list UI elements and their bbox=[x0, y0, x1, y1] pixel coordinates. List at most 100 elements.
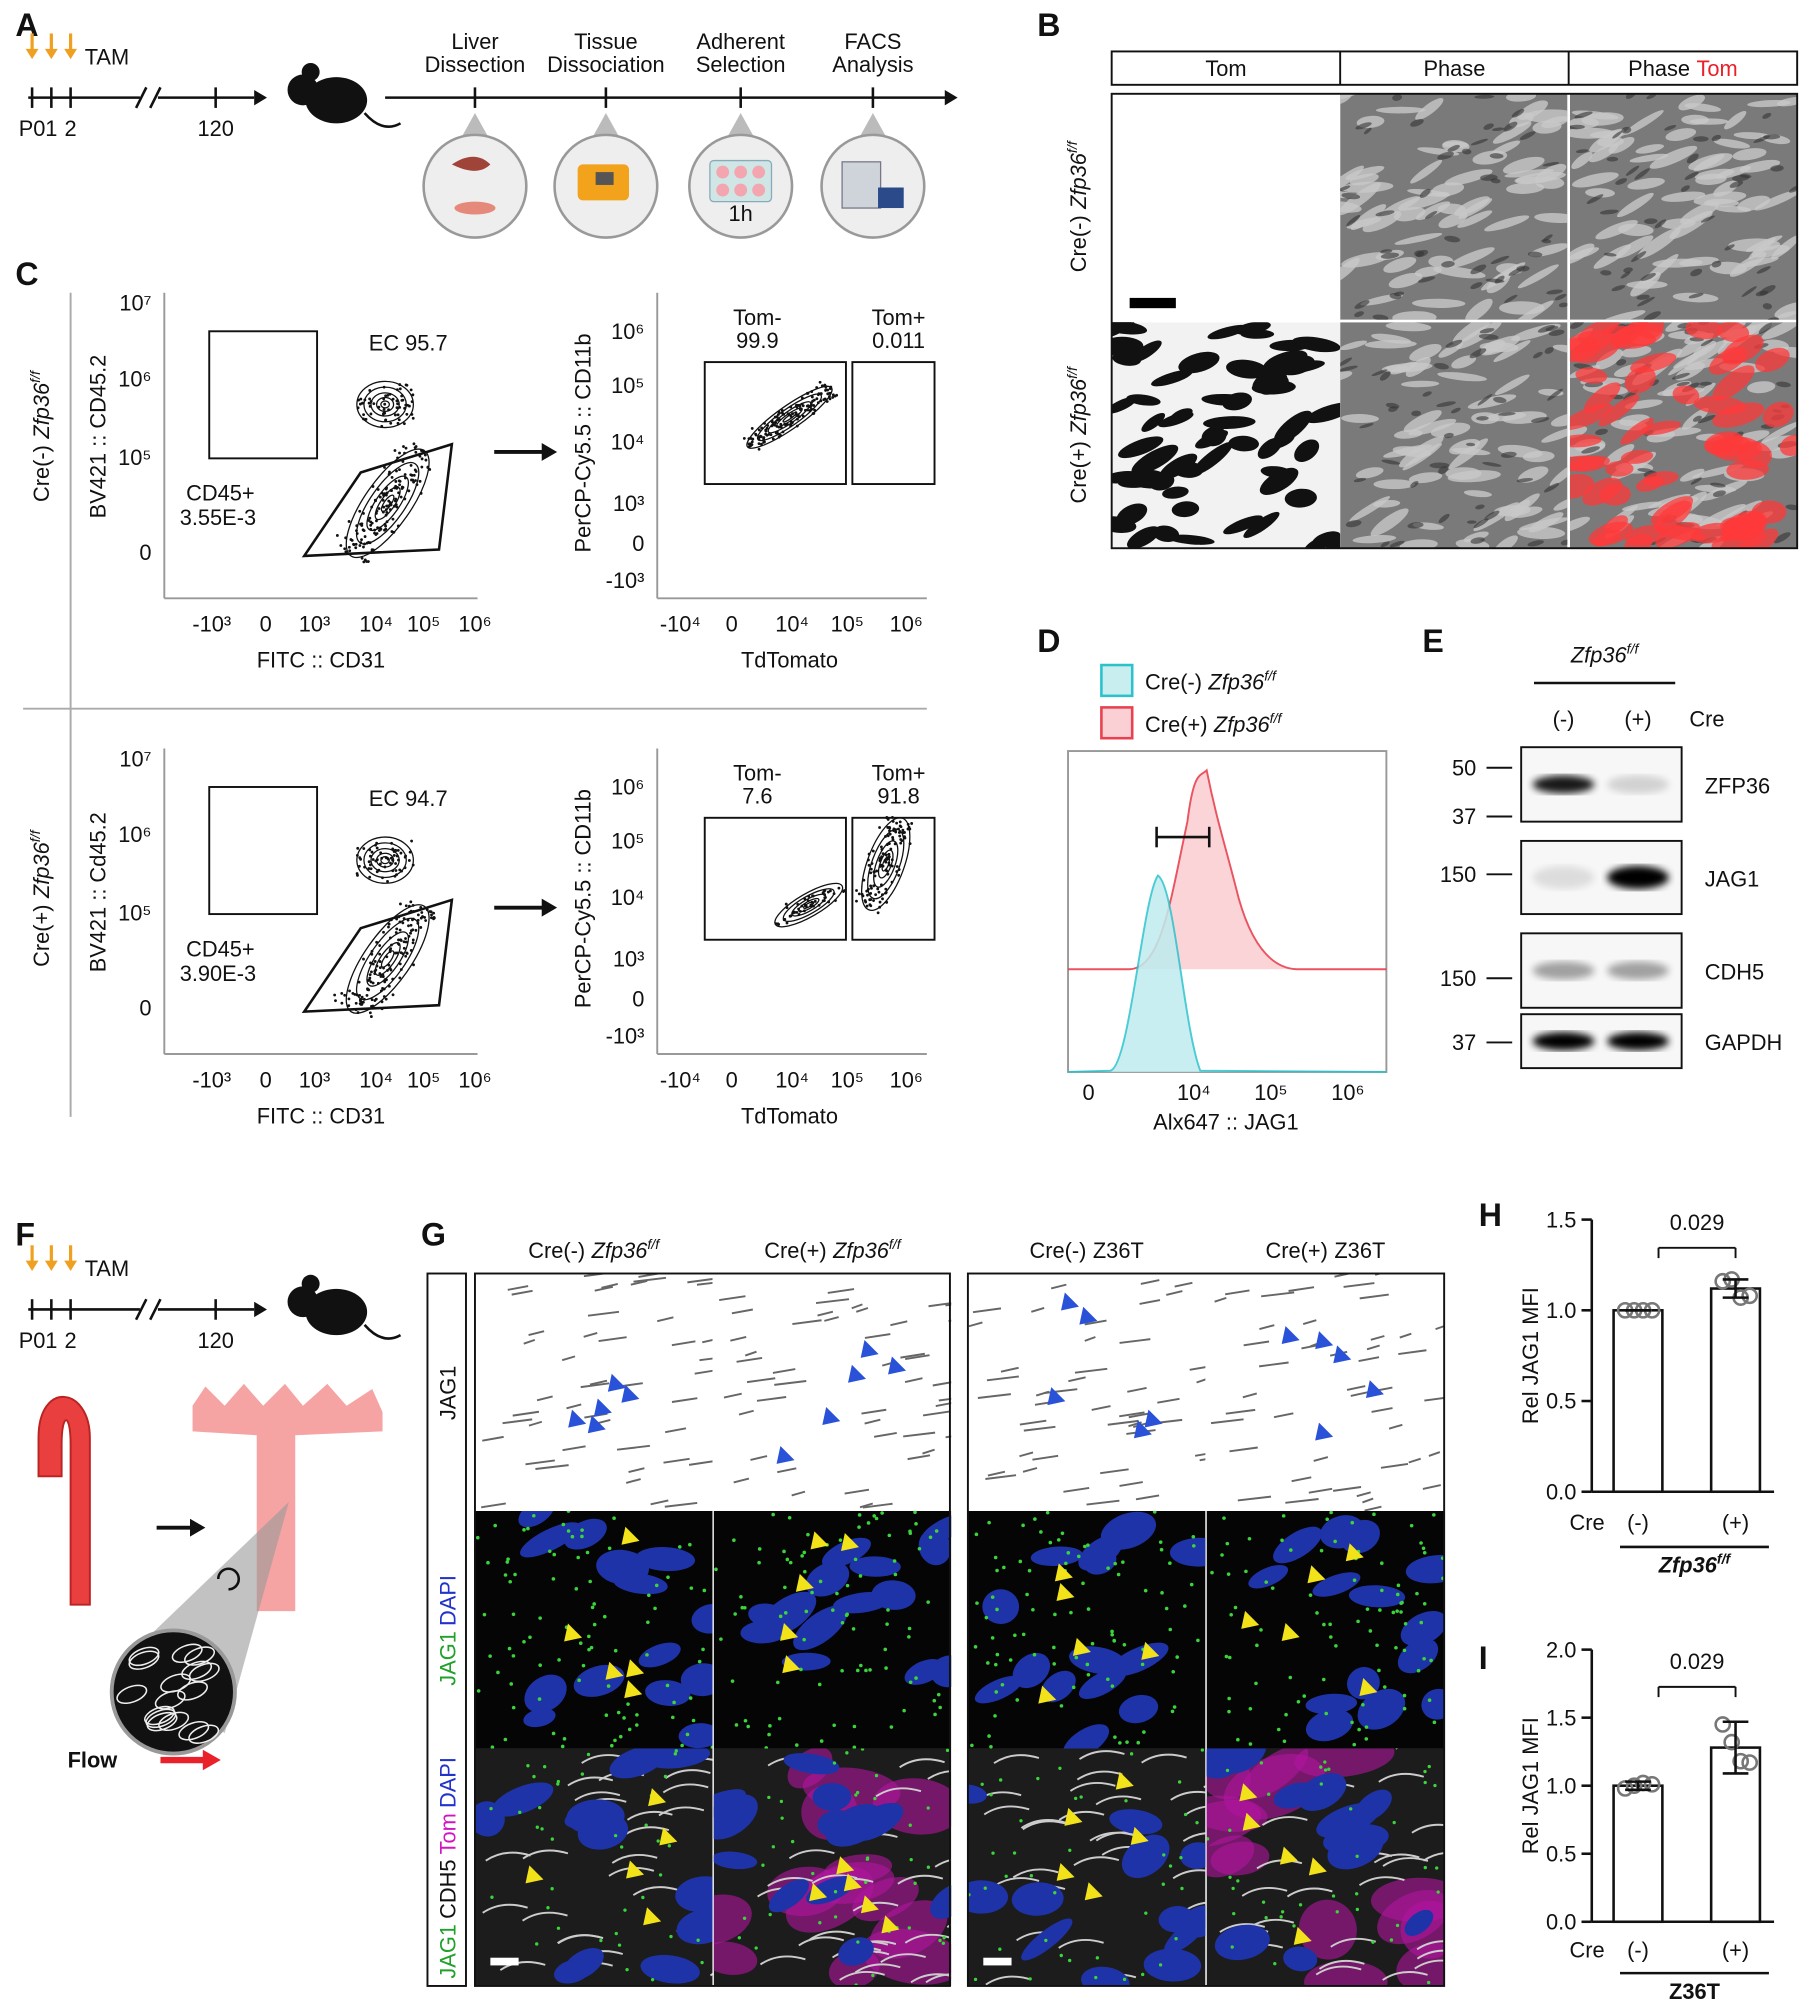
stain bbox=[1432, 1513, 1436, 1517]
stain bbox=[1196, 1638, 1200, 1643]
stain bbox=[664, 1501, 698, 1508]
event-dot bbox=[842, 890, 845, 893]
stain bbox=[532, 1774, 536, 1779]
gate bbox=[208, 786, 319, 916]
stain bbox=[618, 1734, 623, 1739]
panel-label: H bbox=[1479, 1197, 1502, 1233]
stain bbox=[1053, 1612, 1057, 1617]
stain bbox=[1168, 1561, 1172, 1566]
stain bbox=[1259, 1628, 1263, 1632]
stain bbox=[537, 1697, 542, 1701]
event-dot bbox=[420, 465, 424, 469]
micrograph bbox=[713, 1748, 952, 1986]
cell bbox=[1273, 1526, 1322, 1564]
gate bbox=[851, 361, 936, 486]
stain bbox=[1415, 1591, 1419, 1596]
junction bbox=[1378, 1772, 1425, 1783]
label: Tom- bbox=[733, 761, 781, 786]
cell bbox=[1375, 210, 1395, 217]
micrograph bbox=[1206, 1748, 1445, 1986]
stain bbox=[853, 1557, 858, 1562]
stain bbox=[1189, 1582, 1194, 1587]
arrow-head bbox=[541, 898, 558, 917]
event-dot bbox=[358, 402, 362, 406]
legend-swatch bbox=[1100, 706, 1134, 740]
arrowhead bbox=[1365, 1380, 1384, 1399]
label: 91.8 bbox=[877, 784, 919, 809]
event-dot bbox=[397, 418, 401, 422]
cell bbox=[1631, 251, 1647, 263]
label-part: Cre(+) bbox=[1145, 712, 1207, 737]
event-dot bbox=[363, 535, 367, 538]
junction bbox=[664, 1769, 711, 1779]
event-dot bbox=[876, 887, 880, 891]
stain bbox=[1162, 1853, 1166, 1857]
stain bbox=[990, 1595, 995, 1599]
y-tick-label: 2.0 bbox=[1546, 1637, 1576, 1662]
event-dot bbox=[398, 387, 402, 391]
junction bbox=[1058, 1810, 1105, 1821]
cell bbox=[821, 1537, 871, 1568]
stain bbox=[507, 1285, 529, 1291]
break-gap bbox=[139, 1305, 158, 1314]
stain bbox=[1395, 1609, 1399, 1613]
event-dot bbox=[869, 867, 873, 871]
stain bbox=[734, 1723, 739, 1727]
junction bbox=[1358, 1876, 1405, 1887]
stain bbox=[803, 1569, 807, 1574]
arrowhead bbox=[607, 1373, 626, 1392]
tam-arrow-head bbox=[25, 48, 39, 60]
stain bbox=[700, 1960, 704, 1965]
micrograph bbox=[713, 1510, 952, 1749]
label: JAG1DAPI bbox=[436, 1575, 461, 1686]
cell bbox=[1636, 294, 1650, 300]
cell bbox=[1541, 426, 1568, 443]
cell bbox=[1710, 482, 1726, 488]
stain bbox=[606, 1684, 611, 1688]
stain bbox=[1118, 1741, 1122, 1745]
stain bbox=[783, 1611, 788, 1615]
cell bbox=[1572, 172, 1619, 188]
stain bbox=[790, 1839, 795, 1844]
cell bbox=[1383, 444, 1432, 458]
stain bbox=[1422, 1484, 1441, 1490]
cell bbox=[678, 1723, 713, 1749]
stain bbox=[1086, 1672, 1091, 1677]
cell bbox=[1117, 474, 1159, 488]
cell bbox=[1522, 450, 1555, 463]
stain bbox=[932, 1381, 952, 1387]
stain bbox=[599, 1938, 603, 1943]
stain bbox=[852, 1724, 857, 1729]
data-point bbox=[1714, 1716, 1732, 1733]
event-dot bbox=[409, 931, 412, 935]
stain bbox=[1228, 1828, 1232, 1832]
stain bbox=[1288, 1286, 1315, 1292]
cell bbox=[1168, 408, 1193, 424]
stain bbox=[1052, 1645, 1056, 1650]
stain bbox=[886, 1608, 890, 1612]
x-tick-label: 10⁵ bbox=[1254, 1080, 1287, 1105]
micrograph bbox=[1569, 322, 1798, 549]
arrowhead bbox=[1038, 1685, 1057, 1704]
stain bbox=[1280, 1910, 1285, 1914]
y-tick-label: 10⁷ bbox=[119, 746, 151, 771]
cell bbox=[1741, 256, 1779, 268]
stain bbox=[540, 1827, 544, 1831]
stain bbox=[580, 1382, 610, 1389]
event-dot bbox=[884, 887, 888, 891]
stain bbox=[1423, 1769, 1427, 1774]
cell bbox=[1516, 477, 1533, 483]
event-dot bbox=[398, 451, 401, 455]
cell bbox=[1694, 484, 1737, 493]
stain bbox=[855, 1307, 869, 1313]
junction bbox=[574, 1791, 621, 1802]
stain bbox=[887, 1533, 892, 1538]
stain bbox=[1403, 1621, 1408, 1626]
event-dot bbox=[788, 914, 792, 918]
bar bbox=[1612, 1784, 1664, 1924]
cell bbox=[1111, 322, 1140, 339]
label-part: f/f bbox=[1064, 365, 1080, 379]
stain bbox=[688, 1542, 692, 1547]
event-dot bbox=[374, 533, 378, 536]
histogram bbox=[1067, 874, 1387, 1073]
